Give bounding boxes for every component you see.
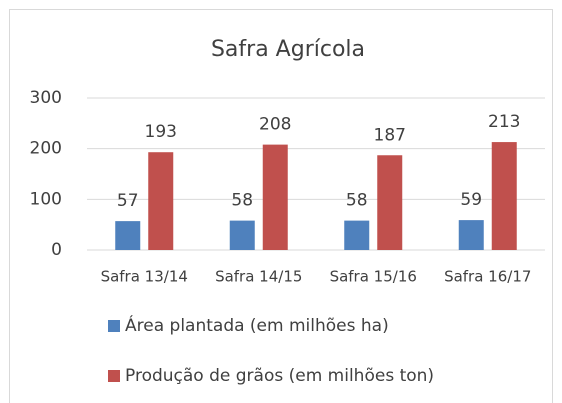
- data-label: 193: [145, 122, 177, 142]
- bar: [458, 220, 484, 250]
- y-tick-label: 300: [30, 88, 62, 108]
- data-label: 57: [117, 191, 139, 211]
- data-label: 59: [460, 190, 482, 210]
- x-tick-label: Safra 14/15: [215, 268, 302, 286]
- bar: [262, 144, 288, 250]
- x-tick-label: Safra 13/14: [101, 268, 188, 286]
- chart-title: Safra Agrícola: [211, 37, 365, 62]
- data-label: 208: [259, 115, 291, 135]
- bar: [491, 142, 517, 250]
- x-tick-label: Safra 16/17: [444, 268, 531, 286]
- y-tick-label: 0: [51, 240, 62, 260]
- y-tick-label: 200: [30, 139, 62, 159]
- y-tick-label: 100: [30, 189, 62, 209]
- data-label: 58: [346, 191, 368, 211]
- legend-swatch: [108, 370, 120, 382]
- bar: [148, 152, 174, 250]
- legend-swatch: [108, 320, 120, 332]
- legend-label: Área plantada (em milhões ha): [125, 314, 389, 336]
- data-label: 58: [231, 191, 253, 211]
- bar: [344, 220, 370, 250]
- bar: [377, 155, 403, 250]
- data-label: 187: [374, 125, 406, 145]
- data-label: 213: [488, 112, 520, 132]
- legend-label: Produção de grãos (em milhões ton): [125, 366, 434, 386]
- bar: [115, 221, 141, 250]
- x-tick-label: Safra 15/16: [330, 268, 417, 286]
- bar: [229, 220, 255, 250]
